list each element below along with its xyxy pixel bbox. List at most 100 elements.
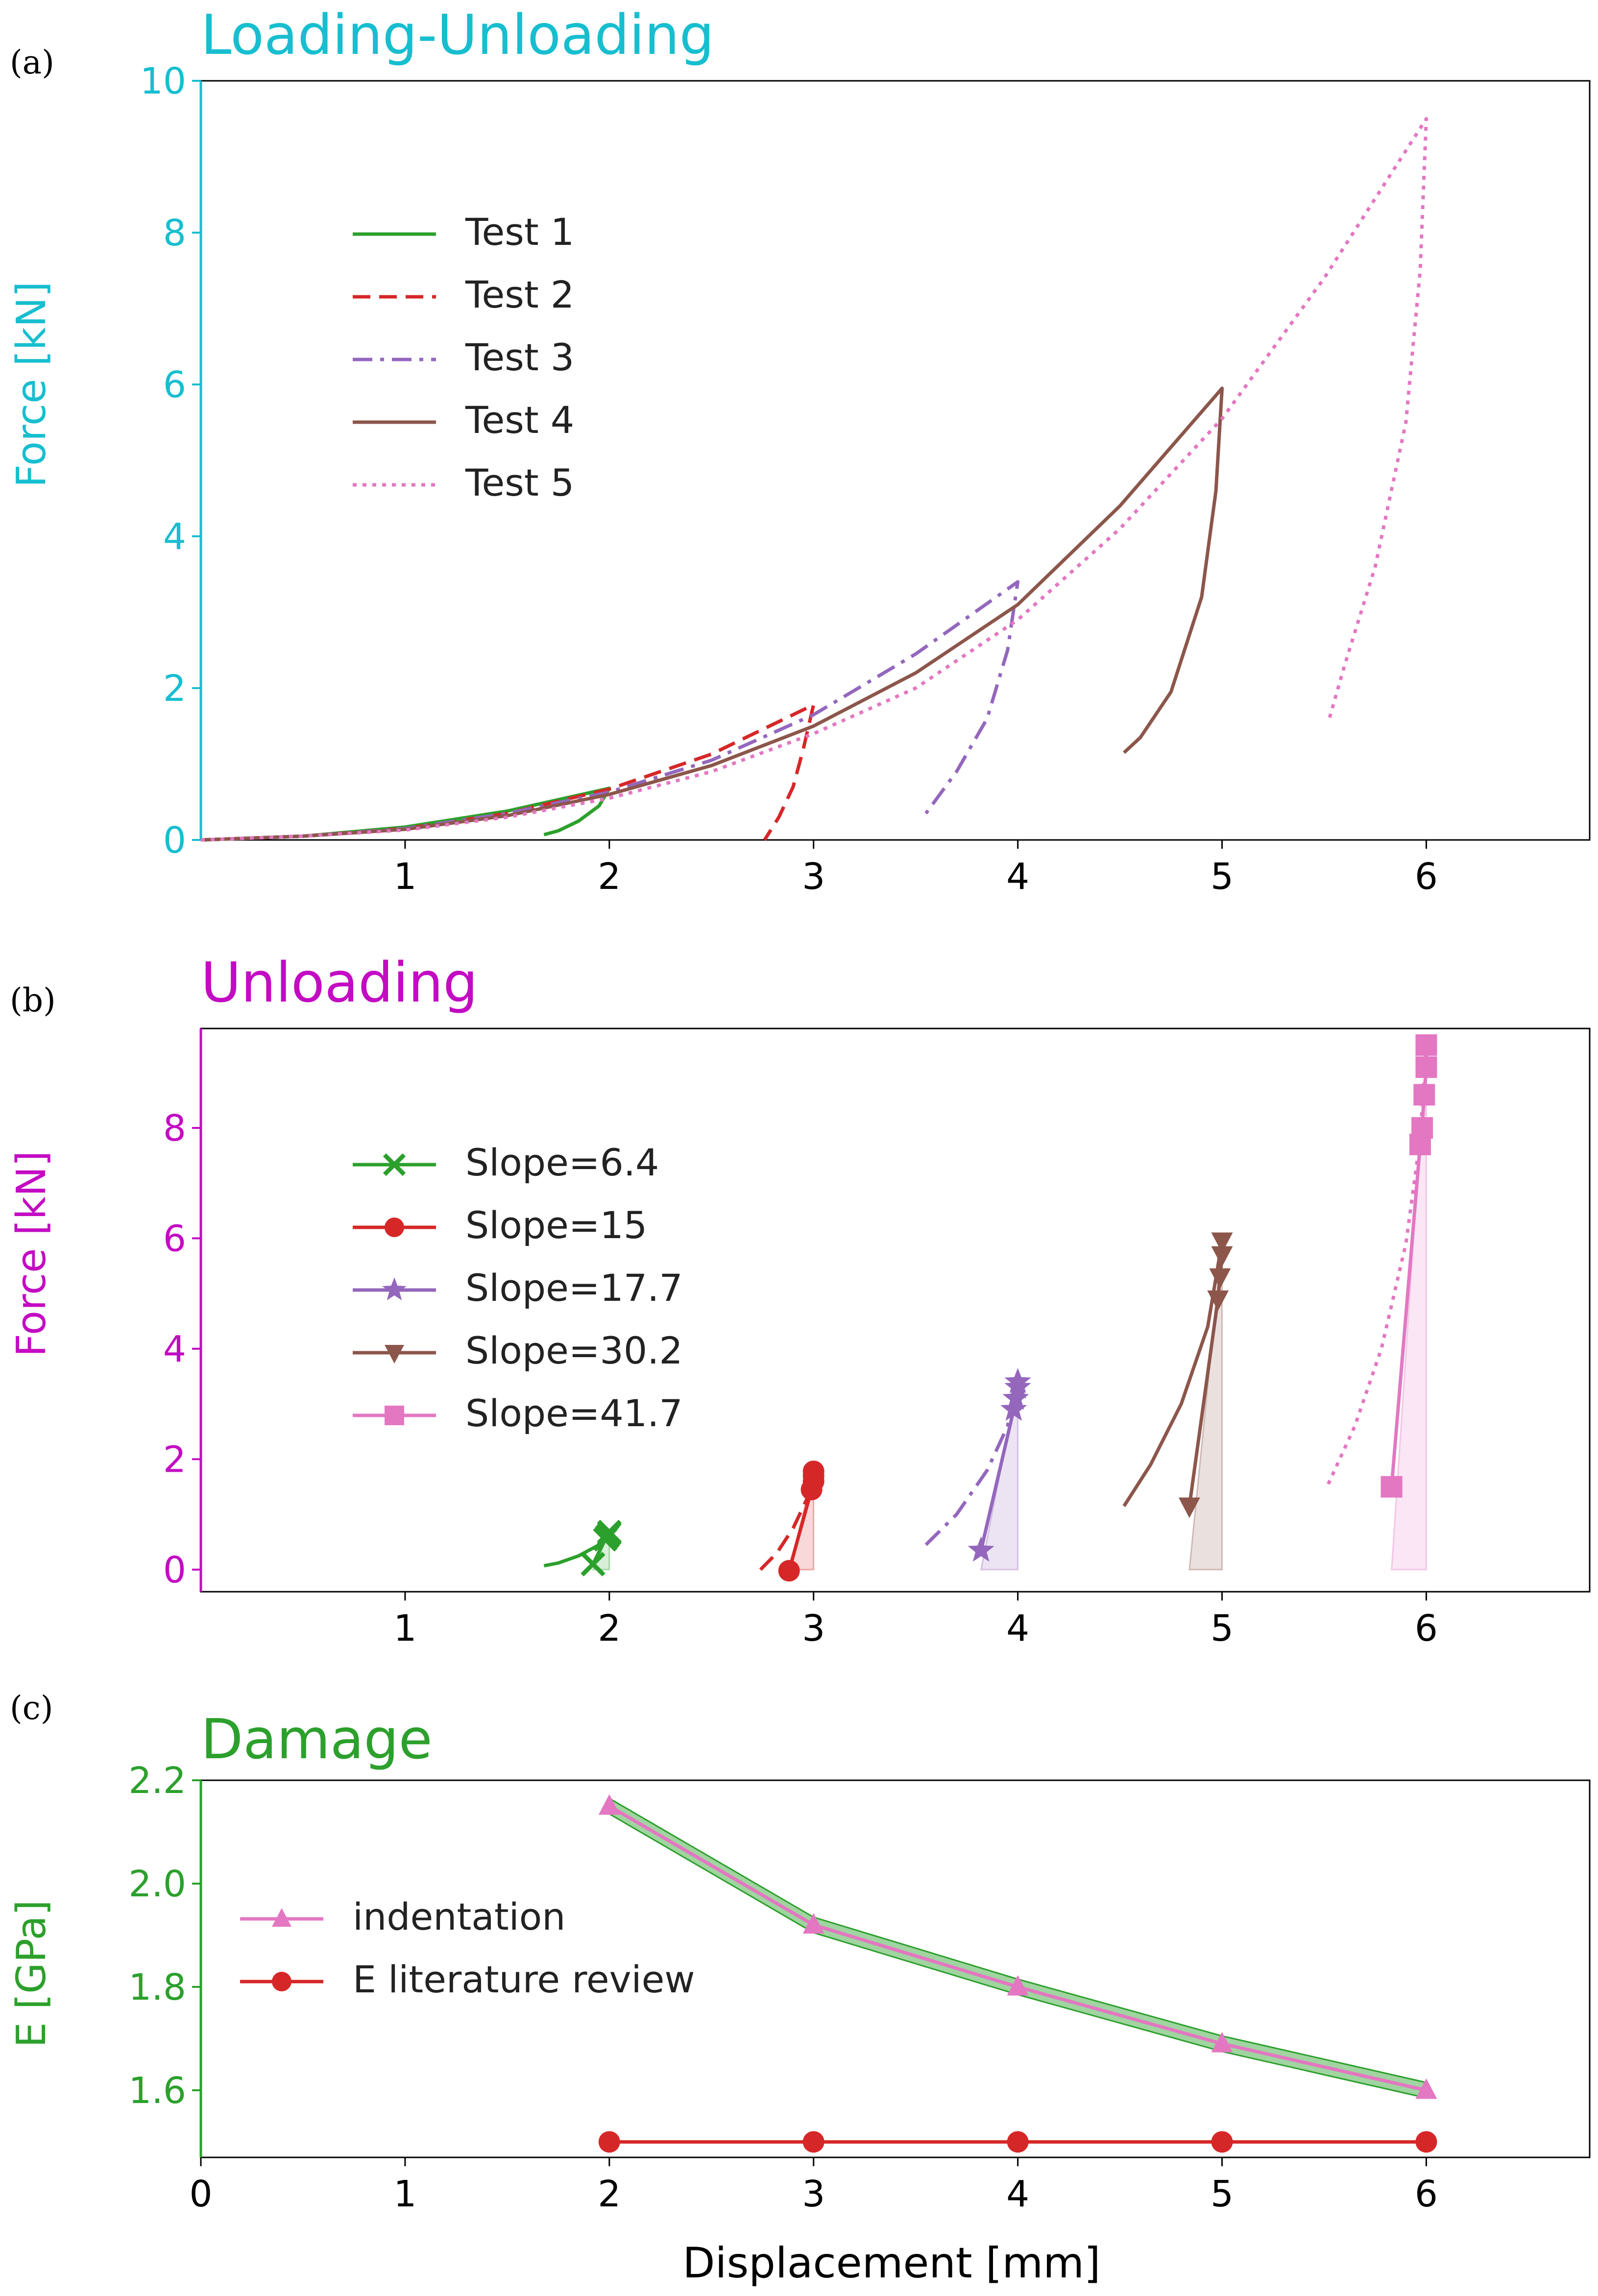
panel-b-y-tick-label: 6 xyxy=(163,1218,186,1260)
panel-label-b: (b) xyxy=(10,981,56,1019)
panel-c-data-point xyxy=(1007,2131,1029,2153)
panel-a-x-tick-label: 4 xyxy=(1006,856,1029,898)
panel-b-legend-marker xyxy=(383,1153,406,1176)
panel-c-series-line-1 xyxy=(608,1804,1427,2092)
panel-a-y-tick-label: 4 xyxy=(163,516,186,558)
panel-b-slope-marker xyxy=(1000,1395,1027,1421)
panel-c-x-tick-label: 1 xyxy=(393,2173,416,2215)
panel-a-x-tick-label: 6 xyxy=(1415,856,1438,898)
panel-b-legend-label: Slope=17.7 xyxy=(465,1266,683,1310)
panel-a-x-tick-label: 1 xyxy=(393,856,416,898)
panel-a-plot-frame xyxy=(200,80,1591,841)
panel-a-loading-unloading: (a) Loading-Unloading Force [kN] Test 1T… xyxy=(8,3,1591,898)
panel-c-data-point xyxy=(1211,2131,1233,2153)
panel-a-y-tick-label: 10 xyxy=(140,60,186,102)
panel-c-data-point xyxy=(598,2131,620,2153)
panel-b-legend: Slope=6.4 Slope=15 Slope=17.7 Slope=30.2 Slo… xyxy=(353,1141,683,1435)
panel-b-slope-marker xyxy=(1002,1384,1029,1410)
panel-b-legend-label: Slope=41.7 xyxy=(465,1391,683,1435)
panel-c-data-point xyxy=(1211,2032,1233,2053)
panel-b-slope-marker xyxy=(1413,1084,1435,1106)
panel-a-x-tick-label: 5 xyxy=(1211,856,1234,898)
panel-a-series-line-test-5 xyxy=(200,117,1428,842)
panel-c-y-tick-label: 2.2 xyxy=(128,1760,186,1802)
panel-c-x-tick-label: 4 xyxy=(1006,2173,1029,2215)
panel-b-y-axis-label: Force [kN] xyxy=(8,1151,55,1357)
panel-b-y-tick-label: 8 xyxy=(163,1107,186,1149)
panel-b-legend-label: Slope=6.4 xyxy=(465,1141,659,1184)
panel-c-x-axis-label: Displacement [mm] xyxy=(682,2239,1100,2288)
panel-a-y-tick-label: 0 xyxy=(163,819,186,861)
panel-b-legend-marker xyxy=(385,1406,404,1425)
panel-c-data-point xyxy=(1415,2131,1437,2153)
panel-b-slope-marker xyxy=(1415,1056,1437,1078)
panel-b-legend-label: Slope=15 xyxy=(465,1203,647,1247)
panel-b-x-tick-label: 3 xyxy=(802,1607,825,1650)
panel-c-legend: indentation E literature review xyxy=(240,1895,695,2001)
panel-c-x-tick-label: 2 xyxy=(598,2173,621,2215)
panel-b-slope-marker xyxy=(1207,1290,1229,1311)
panel-a-x-tick-label: 2 xyxy=(598,856,621,898)
panel-a-series-line-test-1 xyxy=(200,787,611,842)
panel-c-legend-label: E literature review xyxy=(353,1958,695,2001)
panel-c-x-tick-label: 3 xyxy=(802,2173,825,2215)
panel-a-series-line-test-2 xyxy=(200,703,816,842)
panel-b-x-tick-label: 2 xyxy=(598,1607,621,1650)
panel-b-slope-marker xyxy=(597,1520,622,1545)
panel-b-slope-marker xyxy=(1380,1476,1403,1498)
panel-b-x-tick-label: 1 xyxy=(393,1607,416,1650)
panel-b-unloading: (b) Unloading Force [kN] Slope=6.4Slope=… xyxy=(8,951,1591,1650)
panel-b-x-tick-label: 6 xyxy=(1415,1607,1438,1650)
panel-b-plot-frame xyxy=(200,1028,1591,1593)
panel-a-series-line-test-4 xyxy=(200,386,1224,842)
panel-c-y-tick-label: 2.0 xyxy=(128,1863,186,1905)
panel-c-y-tick-label: 1.6 xyxy=(128,2070,186,2112)
panel-c-legend-marker xyxy=(272,1908,291,1927)
panel-b-y-tick-label: 0 xyxy=(163,1549,186,1591)
panel-a-x-tick-label: 3 xyxy=(802,856,825,898)
panel-c-damage: (c) Damage E [GPa] Displacement [mm] ind… xyxy=(8,1689,1591,2288)
panel-b-slope-marker xyxy=(1209,1268,1231,1289)
panel-c-x-tick-label: 5 xyxy=(1211,2173,1234,2215)
panel-a-y-axis-label: Force [kN] xyxy=(8,282,55,488)
panel-b-slope-marker xyxy=(1415,1034,1437,1056)
panel-b-slope-marker xyxy=(1211,1246,1233,1267)
panel-a-legend: Test 1 Test 2 Test 3 Test 4 Test 5 xyxy=(353,210,574,504)
panel-c-uncertainty-band xyxy=(608,1797,1427,2099)
panel-c-data-point xyxy=(1415,2078,1437,2099)
panel-b-slope-marker xyxy=(1411,1117,1433,1139)
panel-b-legend-marker xyxy=(382,1277,407,1300)
panel-b-y-tick-label: 4 xyxy=(163,1328,186,1370)
panel-b-y-tick-label: 2 xyxy=(163,1438,186,1481)
panel-a-legend-label: Test 1 xyxy=(465,210,574,254)
panel-a-legend-label: Test 4 xyxy=(465,398,574,442)
panel-c-legend-label: indentation xyxy=(353,1895,565,1938)
panel-c-y-axis-label: E [GPa] xyxy=(8,1900,55,2047)
panel-b-legend-marker xyxy=(385,1218,404,1237)
panel-c-data-point xyxy=(1007,1975,1029,1996)
panel-c-x-tick-label: 6 xyxy=(1415,2173,1438,2215)
panel-c-data-point xyxy=(802,1913,824,1934)
panel-a-legend-label: Test 2 xyxy=(465,273,574,316)
panel-b-legend-label: Slope=30.2 xyxy=(465,1329,683,1372)
panel-c-x-tick-label: 0 xyxy=(189,2173,212,2215)
panel-b-slope-marker xyxy=(802,1460,824,1483)
panel-b-x-tick-label: 5 xyxy=(1211,1607,1234,1650)
panel-label-a: (a) xyxy=(10,44,54,81)
panel-b-slope-marker xyxy=(778,1560,800,1582)
panel-c-title: Damage xyxy=(201,1708,433,1771)
panel-b-legend-marker xyxy=(385,1345,404,1363)
panel-c-data-point xyxy=(598,1794,620,1815)
panel-a-legend-label: Test 3 xyxy=(465,335,574,379)
panel-b-title: Unloading xyxy=(201,951,478,1015)
panel-c-legend-marker xyxy=(272,1972,291,1991)
panel-c-y-tick-label: 1.8 xyxy=(128,1966,186,2009)
panel-b-slope-marker xyxy=(581,1552,605,1577)
panel-a-y-tick-label: 8 xyxy=(163,212,186,254)
panel-a-y-tick-label: 6 xyxy=(163,364,186,406)
panel-c-data-point xyxy=(802,2131,824,2153)
panel-b-slope-marker xyxy=(1178,1497,1200,1518)
panel-b-slope-marker xyxy=(1004,1368,1031,1393)
panel-a-y-tick-label: 2 xyxy=(163,668,186,710)
